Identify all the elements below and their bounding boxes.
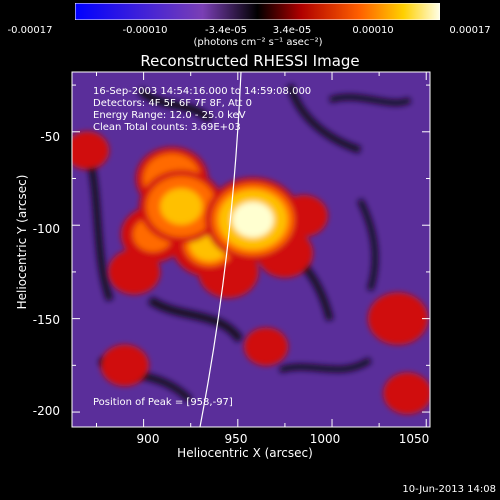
emission-source (232, 201, 274, 238)
y-axis-label: Heliocentric Y (arcsec) (15, 174, 29, 310)
emission-source (105, 348, 144, 382)
y-tick-label: -100 (32, 222, 60, 236)
annotation-energy: Energy Range: 12.0 - 25.0 keV (93, 110, 246, 121)
annotation-time: 16-Sep-2003 14:54:16.000 to 14:59:08.000 (93, 86, 312, 97)
annotation-detectors: Detectors: 4F 5F 6F 7F 8F, Att 0 (93, 98, 253, 109)
plot-frame (71, 71, 431, 428)
colorbar-units: (photons cm⁻² s⁻¹ asec⁻²) (193, 37, 323, 48)
colorbar-tick: 0.00010 (352, 25, 394, 36)
emission-source (248, 331, 285, 363)
y-tick-label: -200 (32, 404, 60, 418)
colorbar-tick: 3.4e-05 (272, 25, 312, 36)
colorbar-tick: -0.00017 (7, 25, 53, 36)
chart-title: Reconstructed RHESSI Image (140, 52, 360, 70)
solar-limb-line (199, 72, 242, 427)
emission-source (72, 134, 106, 166)
colorbar-tick: -3.4e-05 (205, 25, 247, 36)
emission-source (160, 188, 203, 225)
emission-source (114, 254, 155, 290)
y-tick-label: -150 (32, 313, 60, 327)
annotation-clean: Clean Total counts: 3.69E+03 (93, 122, 241, 133)
emission-source (388, 376, 427, 410)
y-tick-label: -50 (40, 130, 60, 144)
colorbar-tick: 0.00017 (449, 25, 491, 36)
colorbar-tick: -0.00010 (122, 25, 168, 36)
x-tick-label: 1000 (309, 432, 341, 446)
x-tick-label: 900 (136, 432, 160, 446)
footer-date: 10-Jun-2013 14:08 (402, 484, 496, 495)
x-tick-label: 950 (224, 432, 248, 446)
x-tick-label: 1050 (398, 432, 430, 446)
emission-source (375, 299, 420, 338)
axis-tick-marks (72, 72, 430, 427)
annotation-peak: Position of Peak = [958,-97] (93, 397, 233, 408)
x-axis-label: Heliocentric X (arcsec) (177, 446, 313, 460)
